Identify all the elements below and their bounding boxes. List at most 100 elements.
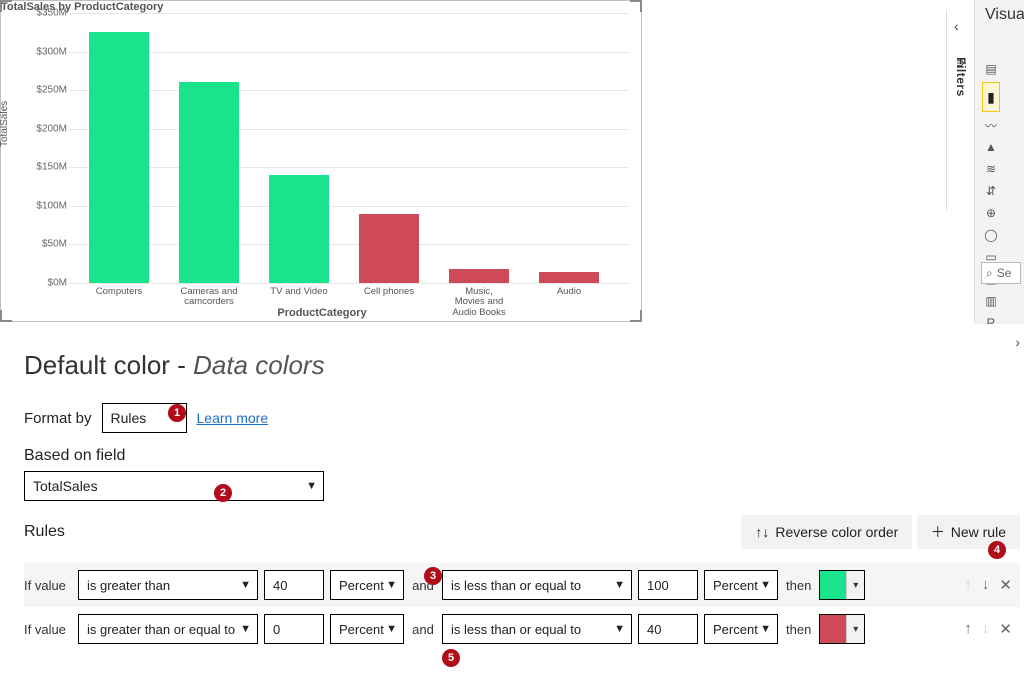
bar-category-label: Cameras and camcorders xyxy=(179,283,239,308)
rule-color-picker[interactable]: ▾ xyxy=(819,614,865,644)
rule-op1-select[interactable]: is greater than▼ xyxy=(78,570,258,600)
annotation-callout: 3 xyxy=(424,567,442,585)
rule-unit2-select[interactable]: Percent▼ xyxy=(704,570,778,600)
annotation-callout: 2 xyxy=(214,484,232,502)
panel-title-main: Default color xyxy=(24,350,170,380)
rules-label: Rules xyxy=(24,523,65,541)
new-rule-label: New rule xyxy=(951,524,1006,540)
color-swatch xyxy=(820,571,846,599)
viz-slicer-icon[interactable]: ▥ xyxy=(982,292,1000,310)
viz-map-icon[interactable]: ⊕ xyxy=(982,204,1000,222)
visualization-gallery: ▤ ▮ 〰 ▲ ≋ ⇵ ⊕ ◯ ▭ ▣ ▥ R ▦ Py xyxy=(981,58,1024,324)
rule-val2-input[interactable]: 100 xyxy=(638,570,698,600)
y-tick-label: $150M xyxy=(36,162,67,173)
annotation-callout: 1 xyxy=(168,404,186,422)
bar-category-label: Cell phones xyxy=(359,283,419,297)
x-axis-label: ProductCategory xyxy=(1,307,643,319)
viz-columnchart-icon[interactable]: ▮ xyxy=(982,82,1000,112)
bar[interactable]: Computers xyxy=(89,32,149,283)
format-by-label: Format by xyxy=(24,410,92,427)
bar[interactable]: Cell phones xyxy=(359,214,419,283)
selection-corner-tr xyxy=(630,0,642,12)
delete-icon[interactable]: ✕ xyxy=(999,620,1012,638)
plus-icon: ＋ xyxy=(931,522,945,542)
rule-op1-select[interactable]: is greater than or equal to▼ xyxy=(78,614,258,644)
rule-op2-select[interactable]: is less than or equal to▼ xyxy=(442,570,632,600)
visualizations-pane: Visua ▤ ▮ 〰 ▲ ≋ ⇵ ⊕ ◯ ▭ ▣ ▥ R ▦ Py ⌕ Se xyxy=(974,0,1024,324)
filters-label: Filters xyxy=(954,57,968,97)
move-up-icon[interactable]: ↑ xyxy=(964,620,972,638)
bar[interactable]: Music, Movies and Audio Books xyxy=(449,269,509,283)
bar[interactable]: Audio xyxy=(539,272,599,283)
rule-color-picker[interactable]: ▾ xyxy=(819,570,865,600)
move-down-icon: ↓ xyxy=(982,620,990,638)
caret-down-icon: ▼ xyxy=(760,579,771,591)
based-on-field-select[interactable]: TotalSales ▼ xyxy=(24,471,324,501)
y-axis-label: TotalSales xyxy=(0,101,10,147)
reverse-color-order-button[interactable]: ↑↓ Reverse color order xyxy=(741,515,912,549)
rule-unit1-select[interactable]: Percent▼ xyxy=(330,614,404,644)
caret-down-icon: ▼ xyxy=(240,579,251,591)
fields-search[interactable]: ⌕ Se xyxy=(981,262,1021,284)
bar-category-label: TV and Video xyxy=(269,283,329,297)
viz-areachart-icon[interactable]: ▲ xyxy=(982,138,1000,156)
y-tick-label: $300M xyxy=(36,46,67,57)
rule-row: If valueis greater than▼40Percent▼andis … xyxy=(24,563,1020,607)
annotation-callout: 4 xyxy=(988,541,1006,559)
new-rule-button[interactable]: ＋ New rule xyxy=(917,515,1020,549)
annotation-callout: 5 xyxy=(442,649,460,667)
viz-waterfall-icon[interactable]: ⇵ xyxy=(982,182,1000,200)
move-up-icon: ↑ xyxy=(964,576,972,594)
caret-down-icon: ▼ xyxy=(386,623,397,635)
delete-icon[interactable]: ✕ xyxy=(999,576,1012,594)
if-value-label: If value xyxy=(24,578,72,593)
filters-pane-collapsed[interactable]: ‹ ⋔ Filters xyxy=(946,10,974,210)
based-on-field-label: Based on field xyxy=(24,447,1020,465)
y-tick-label: $200M xyxy=(36,123,67,134)
reverse-label: Reverse color order xyxy=(775,524,898,540)
conditional-formatting-panel: Default color - Data colors Format by Ru… xyxy=(24,332,1020,651)
bar[interactable]: TV and Video xyxy=(269,175,329,283)
and-label: and xyxy=(410,622,436,637)
rule-val1-input[interactable]: 0 xyxy=(264,614,324,644)
bar-category-label: Audio xyxy=(539,283,599,297)
y-tick-label: $0M xyxy=(48,278,67,289)
chevron-left-icon: ‹ xyxy=(954,18,959,34)
caret-down-icon: ▼ xyxy=(306,480,317,492)
y-axis: $0M$50M$100M$150M$200M$250M$300M$350M xyxy=(15,13,67,283)
search-icon: ⌕ xyxy=(986,266,993,281)
y-tick-label: $350M xyxy=(36,8,67,19)
bar[interactable]: Cameras and camcorders xyxy=(179,82,239,283)
bar-category-label: Computers xyxy=(89,283,149,297)
caret-down-icon: ▼ xyxy=(386,579,397,591)
learn-more-link[interactable]: Learn more xyxy=(197,410,269,426)
caret-down-icon: ▾ xyxy=(846,571,864,599)
then-label: then xyxy=(786,622,811,637)
rule-op2-select[interactable]: is less than or equal to▼ xyxy=(442,614,632,644)
visualizations-title: Visua xyxy=(985,6,1024,24)
caret-down-icon: ▼ xyxy=(760,623,771,635)
viz-linechart-icon[interactable]: 〰 xyxy=(982,116,1000,134)
reverse-icon: ↑↓ xyxy=(755,524,769,540)
rule-val2-input[interactable]: 40 xyxy=(638,614,698,644)
move-down-icon[interactable]: ↓ xyxy=(982,576,990,594)
chart-plot-area: Computers Cameras and camcorders TV and Vi… xyxy=(69,13,629,283)
rule-unit2-select[interactable]: Percent▼ xyxy=(704,614,778,644)
viz-stackedbar-icon[interactable]: ▤ xyxy=(982,60,1000,78)
viz-r-icon[interactable]: R xyxy=(982,314,1000,324)
viz-ribbon-icon[interactable]: ≋ xyxy=(982,160,1000,178)
if-value-label: If value xyxy=(24,622,72,637)
search-placeholder: Se xyxy=(997,266,1012,280)
caret-down-icon: ▼ xyxy=(614,579,625,591)
viz-filledmap-icon[interactable]: ◯ xyxy=(982,226,1000,244)
then-label: then xyxy=(786,578,811,593)
y-tick-label: $50M xyxy=(42,239,67,250)
panel-title-sub: Data colors xyxy=(193,350,325,380)
format-by-value: Rules xyxy=(111,410,147,426)
rule-unit1-select[interactable]: Percent▼ xyxy=(330,570,404,600)
chart-visual[interactable]: TotalSales by ProductCategory TotalSales… xyxy=(0,0,642,322)
y-tick-label: $100M xyxy=(36,200,67,211)
rule-val1-input[interactable]: 40 xyxy=(264,570,324,600)
y-tick-label: $250M xyxy=(36,85,67,96)
top-area: TotalSales by ProductCategory TotalSales… xyxy=(0,0,1024,324)
